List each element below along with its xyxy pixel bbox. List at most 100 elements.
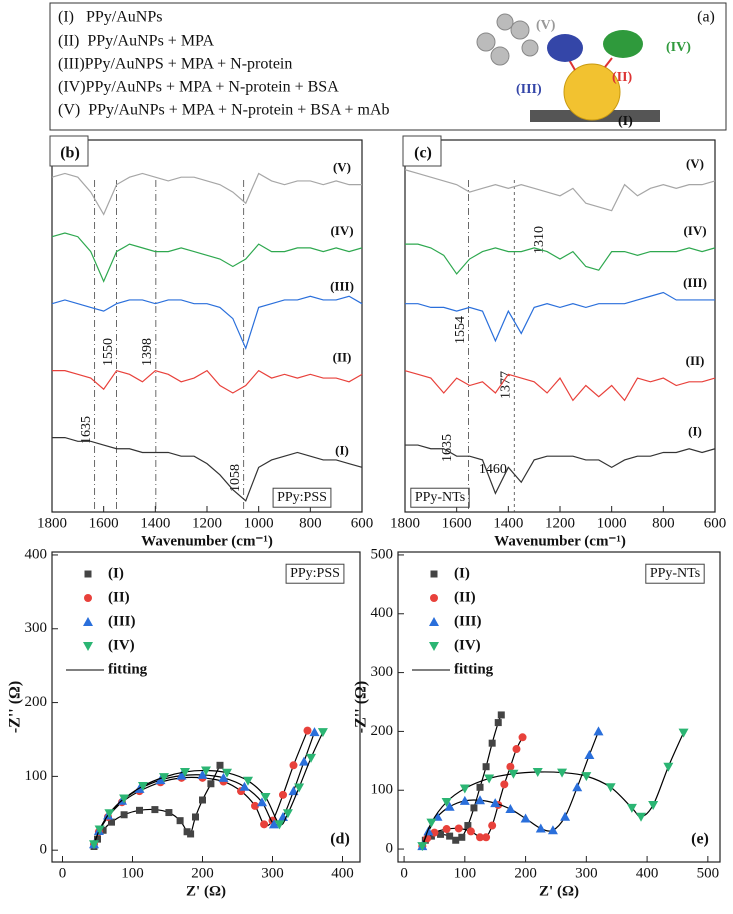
legend-marker [84, 594, 92, 602]
point [572, 782, 583, 792]
panel-label-box [49, 135, 89, 167]
point [423, 826, 434, 836]
point [239, 781, 250, 791]
y-tick-label: 300 [371, 664, 394, 680]
point [437, 830, 445, 838]
point [446, 832, 454, 840]
plot-frame [397, 551, 721, 863]
sample-label-box [285, 563, 345, 584]
sample-label-box [272, 487, 332, 508]
point [89, 840, 99, 850]
point [432, 811, 443, 821]
point [636, 812, 647, 822]
marker-label: 1058 [228, 464, 243, 492]
point [520, 813, 531, 823]
point [288, 786, 299, 796]
y-tick-label: 0 [40, 842, 48, 858]
point [678, 728, 689, 738]
point [317, 728, 328, 738]
panel-label: (c) [414, 145, 432, 162]
x-axis-label: Z' (Ω) [186, 883, 226, 899]
x-tick-label: 200 [191, 865, 214, 881]
series-label: (I) [688, 424, 702, 439]
x-axis-label: Wavenumber (cm⁻¹) [494, 533, 626, 549]
point [452, 836, 460, 844]
x-tick-label: 1800 [390, 515, 420, 531]
linker [604, 57, 613, 68]
point [294, 783, 305, 793]
legend-label: (IV) [454, 637, 481, 653]
peak-label: 1635 [440, 434, 455, 462]
legend-label: (II) [454, 589, 476, 605]
x-tick-label: 100 [454, 865, 477, 881]
peak-label: 1310 [532, 226, 547, 254]
point [218, 772, 229, 782]
point [506, 762, 515, 771]
plot-frame [51, 139, 363, 513]
legend-item: (I) PPy/AuNPs [58, 9, 162, 26]
diagram-label: (III) [516, 82, 542, 97]
legend-item: (III)PPy/AuNPS + MPA + N-protein [58, 56, 292, 73]
y-tick-label: 500 [371, 546, 394, 562]
marker-label: 1554 [453, 316, 468, 344]
y-axis-label: -Z'' (Ω) [7, 681, 24, 733]
y-tick-label: 400 [371, 605, 394, 621]
point [138, 781, 148, 791]
point [500, 780, 509, 789]
panel-a: (I) PPy/AuNPs (II) PPy/AuNPs + MPA (III)… [49, 2, 727, 131]
point [512, 745, 521, 754]
point [593, 726, 604, 736]
point [94, 835, 101, 843]
spectrum [404, 370, 716, 402]
point [464, 822, 472, 830]
point [199, 796, 206, 804]
point [458, 833, 466, 841]
point [442, 825, 451, 834]
x-tick-label: 1000 [244, 515, 274, 531]
series-label: (IV) [330, 223, 353, 238]
plot-frame [51, 551, 361, 863]
x-axis-label: Wavenumber (cm⁻¹) [141, 533, 273, 549]
y-tick-label: 100 [25, 768, 48, 784]
point [476, 833, 485, 842]
x-tick-label: 1400 [140, 515, 170, 531]
marker-label: 1398 [140, 338, 155, 366]
fit-line [93, 730, 309, 845]
series-label: (II) [333, 349, 352, 364]
x-tick-label: 1400 [493, 515, 523, 531]
gold-particle [563, 63, 621, 121]
spectrum [405, 291, 715, 343]
point [279, 790, 287, 799]
x-tick-label: 100 [121, 865, 144, 881]
point [444, 801, 455, 811]
point [251, 801, 259, 810]
point [94, 825, 105, 835]
series-label: (III) [330, 279, 354, 294]
point [243, 776, 253, 786]
diagram-label: (II) [612, 70, 633, 85]
point [155, 775, 166, 785]
point [165, 809, 173, 817]
x-tick-label: 0 [400, 865, 408, 881]
x-tick-label: 1000 [597, 515, 627, 531]
panel-label: (b) [60, 145, 80, 162]
point [257, 797, 267, 807]
marker-label: 1635 [79, 416, 94, 444]
point [508, 769, 519, 779]
point [459, 795, 470, 805]
legend-marker [83, 617, 93, 626]
y-tick-label: 200 [25, 694, 48, 710]
point [274, 820, 285, 830]
legend-label: fitting [454, 661, 494, 677]
point [136, 806, 143, 814]
legend-label: (IV) [108, 637, 135, 653]
y-tick-label: 400 [25, 546, 48, 562]
point [488, 739, 496, 747]
point [560, 811, 571, 821]
point [547, 825, 558, 835]
point [426, 818, 437, 828]
legend-label: fitting [108, 661, 148, 677]
point [663, 762, 674, 772]
legend-item: (V) PPy/AuNPs + MPA + N-protein + BSA + … [58, 102, 390, 119]
sample-label: PPy:PSS [277, 490, 327, 505]
